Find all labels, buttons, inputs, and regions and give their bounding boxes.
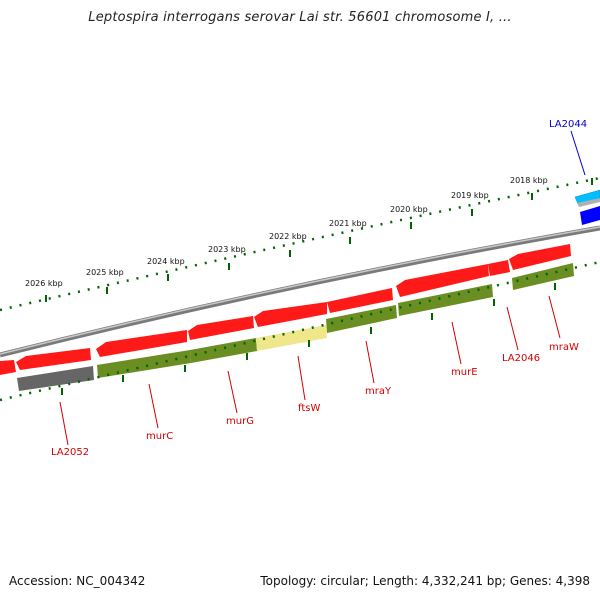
gene-LA2044-blocks[interactable] xyxy=(574,189,600,225)
gene-label-murE[interactable]: murE xyxy=(451,367,478,378)
inner-scale-ticks xyxy=(61,283,556,395)
cds-block[interactable] xyxy=(254,302,327,327)
scale-label-2018: 2018 kbp xyxy=(510,176,548,185)
gene-block-ftsW[interactable] xyxy=(256,325,327,351)
gene-label-mraW[interactable]: mraW xyxy=(549,342,579,353)
scale-label-2021: 2021 kbp xyxy=(329,219,367,228)
gene-block-mraY[interactable] xyxy=(326,305,397,333)
gene-label-LA2046[interactable]: LA2046 xyxy=(502,353,540,364)
gene-row xyxy=(17,263,574,391)
gene-block-LA2052[interactable] xyxy=(17,366,94,391)
topology-summary: Topology: circular; Length: 4,332,241 bp… xyxy=(260,574,590,588)
scale-label-2023: 2023 kbp xyxy=(208,245,246,254)
scale-label-2020: 2020 kbp xyxy=(390,205,428,214)
outer-scale-ticks xyxy=(45,178,593,302)
gene-label-LA2044[interactable]: LA2044 xyxy=(549,119,587,130)
gene-label-murG[interactable]: murG xyxy=(226,416,254,427)
accession-text: Accession: NC_004342 xyxy=(9,574,146,588)
genome-backbone xyxy=(0,225,600,358)
gene-block-murG[interactable] xyxy=(190,338,257,363)
gene-label-LA2052[interactable]: LA2052 xyxy=(51,447,89,458)
cds-block[interactable] xyxy=(488,260,510,276)
cds-block[interactable] xyxy=(327,288,393,313)
scale-label-2026: 2026 kbp xyxy=(25,279,63,288)
cds-row xyxy=(0,244,571,375)
gene-label-ftsW[interactable]: ftsW xyxy=(298,403,320,414)
cds-block[interactable] xyxy=(509,244,571,270)
gene-block-murC[interactable] xyxy=(97,350,191,378)
cds-block[interactable] xyxy=(96,330,187,357)
gene-block-mraW[interactable] xyxy=(512,263,574,290)
cds-block[interactable] xyxy=(396,264,489,297)
leader-lines xyxy=(59,295,561,446)
leader-LA2044 xyxy=(570,130,586,176)
cds-block[interactable] xyxy=(0,360,16,375)
scale-label-2024: 2024 kbp xyxy=(147,257,185,266)
gene-label-mraY[interactable]: mraY xyxy=(365,386,392,397)
map-title: Leptospira interrogans serovar Lai str. … xyxy=(88,10,512,25)
scale-label-2022: 2022 kbp xyxy=(269,232,307,241)
gene-label-murC[interactable]: murC xyxy=(146,431,173,442)
cds-block[interactable] xyxy=(16,348,91,370)
cds-block[interactable] xyxy=(188,316,254,340)
scale-label-2019: 2019 kbp xyxy=(451,191,489,200)
scale-label-2025: 2025 kbp xyxy=(86,268,124,277)
